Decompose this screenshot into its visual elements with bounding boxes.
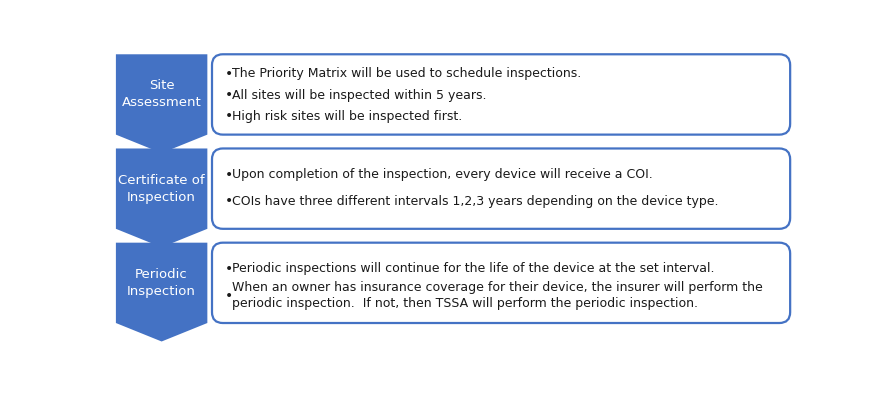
Text: When an owner has insurance coverage for their device, the insurer will perform : When an owner has insurance coverage for…: [232, 281, 763, 310]
Text: •: •: [224, 88, 232, 102]
Text: The Priority Matrix will be used to schedule inspections.: The Priority Matrix will be used to sche…: [232, 67, 581, 81]
FancyBboxPatch shape: [212, 148, 790, 229]
Text: Upon completion of the inspection, every device will receive a COI.: Upon completion of the inspection, every…: [232, 168, 653, 181]
Polygon shape: [116, 54, 207, 153]
Text: Periodic
Inspection: Periodic Inspection: [127, 268, 196, 298]
Text: Site
Assessment: Site Assessment: [122, 79, 201, 109]
Polygon shape: [116, 243, 207, 342]
FancyBboxPatch shape: [212, 54, 790, 135]
Text: •: •: [224, 289, 232, 303]
Text: •: •: [224, 194, 232, 209]
Text: COIs have three different intervals 1,2,3 years depending on the device type.: COIs have three different intervals 1,2,…: [232, 195, 718, 208]
Text: All sites will be inspected within 5 years.: All sites will be inspected within 5 yea…: [232, 89, 487, 102]
Polygon shape: [116, 148, 207, 247]
Text: •: •: [224, 109, 232, 124]
FancyBboxPatch shape: [212, 243, 790, 323]
Text: •: •: [224, 262, 232, 276]
Text: •: •: [224, 168, 232, 182]
Text: Periodic inspections will continue for the life of the device at the set interva: Periodic inspections will continue for t…: [232, 263, 715, 275]
Text: Certificate of
Inspection: Certificate of Inspection: [118, 174, 205, 204]
Text: •: •: [224, 67, 232, 81]
Text: High risk sites will be inspected first.: High risk sites will be inspected first.: [232, 110, 463, 123]
